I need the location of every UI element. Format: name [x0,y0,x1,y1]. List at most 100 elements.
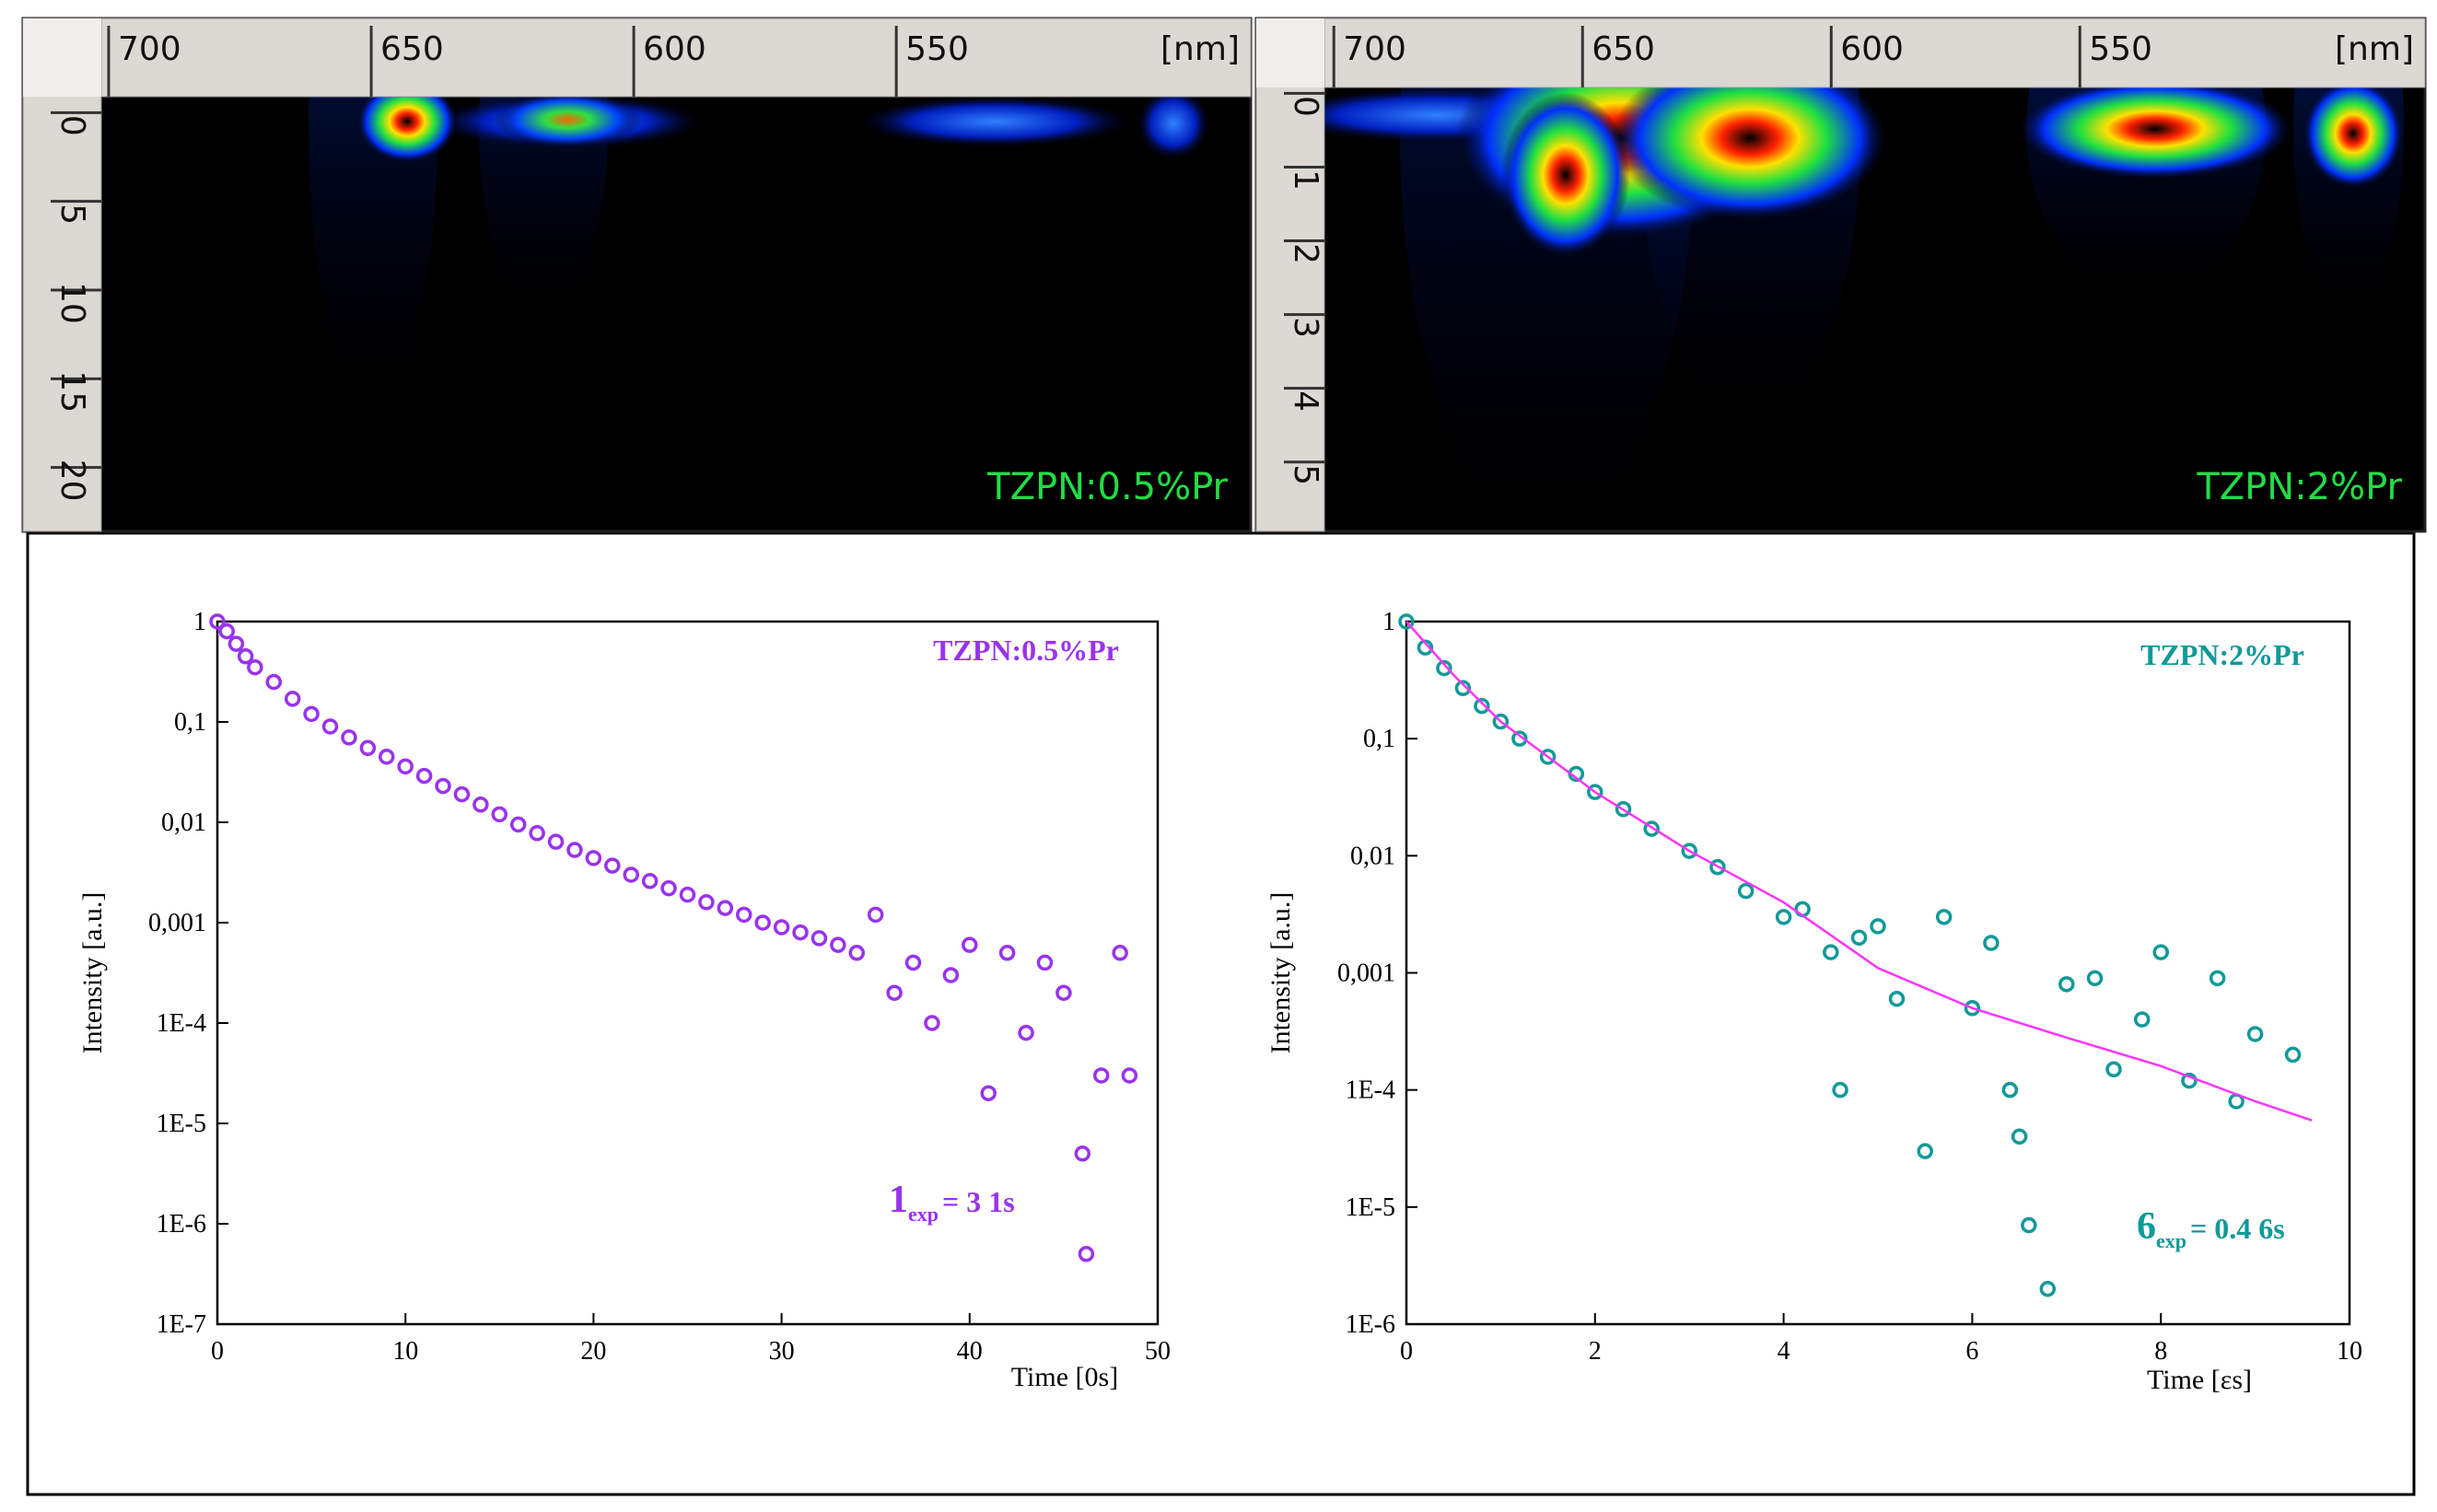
data-point [810,930,828,947]
data-point [754,914,771,931]
data-point [509,816,527,833]
x-tick-label: 10 [2337,1337,2362,1366]
data-point [1983,935,2000,951]
data-point [679,886,696,903]
data-point [1398,613,1415,630]
data-point [660,879,677,897]
y-tick-label: 0,1 [174,708,206,737]
y-tick-label: 0 [1287,96,1324,117]
data-point [2105,1061,2122,1078]
data-point [218,622,235,640]
y-tick-label: 1 [193,608,206,636]
data-point [1036,954,1054,971]
sample-label: TZPN:2%Pr [2196,466,2402,508]
data-point [1074,1146,1091,1162]
tau-subscript: exp [2156,1229,2186,1252]
x-tick-label: 4 [1778,1337,1790,1366]
data-point [2246,1026,2264,1042]
y-ruler [22,17,102,532]
series-label: TZPN:2%Pr [2140,638,2304,671]
decay-plot: 0 2 4 6 8 10 1 0,1 0,01 0,001 1E-4 1E-5 1E-6 Intensit… [1265,608,2362,1395]
data-point [397,758,414,775]
data-point [717,900,734,916]
y-tick-label: 0,01 [1350,842,1395,870]
data-point [2011,1128,2028,1146]
data-point [1709,858,1726,876]
data-point [1055,984,1072,1001]
y-tick-label: 1E-5 [157,1110,206,1138]
tau-value: = 3 1s [942,1185,1015,1218]
data-point [209,613,226,630]
data-point [1681,843,1697,859]
data-point [1643,820,1660,837]
data-point [1850,929,1868,946]
y-tick-label: 20 [53,459,91,502]
decay-plot: 0 10 20 30 40 50 1 0,1 0,01 0,001 1E-4 1E-5 1E-6 1E-7… [77,608,1171,1392]
x-tick-label: 550 [2089,30,2152,68]
data-point [1474,697,1490,715]
data-point [998,945,1016,961]
y-tick-label: 1E-6 [157,1210,206,1239]
emission-layer [309,97,1210,396]
data-point [303,705,320,723]
data-point [341,729,357,746]
x-tick-label: 0 [1400,1337,1413,1366]
data-point [1092,1067,1110,1084]
data-point [237,648,254,665]
data-point [415,767,433,785]
y-tick-label: 1E-6 [1346,1310,1395,1339]
x-tick-label: 700 [118,30,181,68]
data-point [265,673,283,691]
data-point [1511,730,1528,747]
data-point [886,984,903,1001]
streak-image: 700 650 600 550 [nm] 0 1 2 3 4 5 TZPN:2%Pr [1254,17,2427,533]
x-ruler [1255,17,2426,88]
data-point [529,825,545,842]
data-point [1935,909,1953,925]
data-point [566,842,583,858]
data-point [1539,749,1557,765]
data-point [830,936,846,953]
data-point [604,857,621,874]
data-point [1078,1246,1095,1262]
x-tick-label: 40 [957,1337,983,1366]
y-tick-label: 0,001 [1337,960,1395,988]
data-point [547,833,565,850]
plot-frame [216,620,1160,1326]
y-tick-label: 5 [1287,464,1324,485]
y-tick-label: 0,1 [1363,725,1395,753]
data-point [1436,659,1452,677]
tau-value: = 0.4 6s [2190,1212,2285,1245]
sample-label: TZPN:0.5%Pr [986,466,1228,508]
data-point [980,1085,997,1101]
data-point [491,806,508,823]
y-tick-label: 10 [53,282,91,324]
y-tick-label: 2 [1287,243,1324,264]
data-point [2209,970,2226,987]
y-ruler [1255,17,1325,532]
y-tick-label: 0 [53,115,91,136]
data-point [379,749,395,765]
data-point [435,777,451,795]
y-tick-label: 3 [1287,317,1324,338]
series-label: TZPN:0.5%Pr [933,634,1119,667]
data-point [2133,1011,2151,1028]
data-point [962,936,978,953]
x-axis-title: Time [0s] [1011,1362,1118,1392]
data-point [247,658,263,676]
tau-symbol: 1 [889,1179,908,1221]
x-tick-label: 50 [1145,1337,1171,1366]
data-point [284,691,301,707]
data-point [1888,990,1906,1007]
data-point [453,785,471,803]
data-point [2039,1280,2057,1297]
tau-symbol: 6 [2137,1205,2156,1248]
data-point [792,924,809,941]
x-tick-label: 550 [905,30,969,68]
emission-spot [356,97,458,163]
x-tick-label: 8 [2154,1337,2167,1366]
data-point [867,906,884,924]
decay-time: 1exp = 3 1s [889,1179,1015,1226]
emission-spot [494,97,641,147]
x-tick-label: 700 [1343,30,1406,68]
